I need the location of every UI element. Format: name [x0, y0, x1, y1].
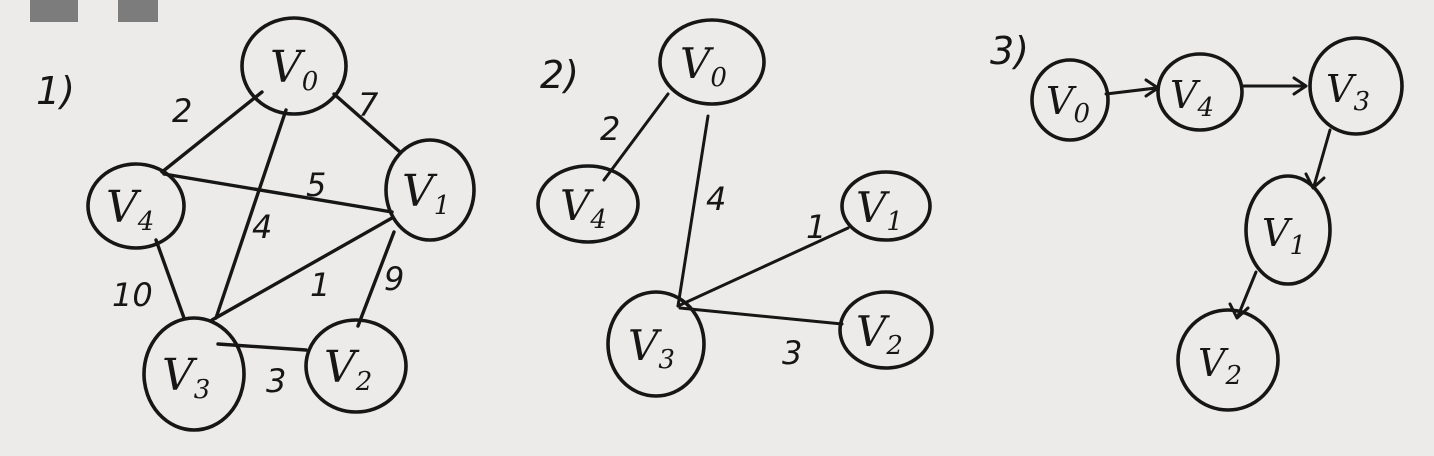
node-v1: V1 — [384, 138, 476, 242]
edge-v3-v1 — [676, 226, 850, 308]
panel-2-number: 2) — [540, 53, 579, 97]
node-v2: V2 — [838, 290, 934, 370]
edge-v0-v4 — [602, 92, 670, 182]
node-label: V2 — [1198, 341, 1242, 391]
edge-v4-v1 — [162, 172, 394, 214]
node-label: V1 — [1262, 211, 1306, 261]
node-label: V4 — [106, 182, 154, 237]
edge-weight: 3 — [266, 362, 286, 400]
panel-3-number: 3) — [990, 29, 1029, 73]
edge-weight: 10 — [112, 276, 153, 314]
node-v1: V1 — [840, 170, 932, 242]
edge-v0-v3 — [214, 108, 288, 320]
edge-weight: 4 — [706, 180, 726, 218]
panel-1-number: 1) — [36, 69, 75, 113]
edge-weight: 2 — [172, 92, 192, 130]
edge-v3-v2 — [216, 342, 308, 352]
edge-v0-v4 — [160, 90, 264, 174]
node-label: V0 — [680, 39, 727, 93]
node-v4: V4 — [536, 164, 640, 244]
edge-weight: 4 — [252, 208, 272, 246]
edge-v3-v1 — [210, 216, 394, 322]
node-label: V1 — [856, 183, 903, 237]
edge-v3-v2 — [678, 306, 844, 326]
node-v2: V2 — [304, 318, 408, 414]
node-v1: V1 — [1244, 174, 1332, 286]
node-label: V2 — [324, 342, 372, 397]
panel-2: 2) 2 4 1 3 V0 V4 V1 V3 V2 — [536, 18, 934, 398]
edge-v0-v3 — [676, 114, 710, 308]
node-v0: V0 — [658, 18, 766, 106]
edge-weight: 7 — [358, 86, 379, 124]
arrow-v4-v3 — [1240, 76, 1308, 96]
edge-weight: 5 — [306, 166, 326, 204]
edge-weight: 2 — [600, 110, 620, 148]
panel-3: 3) V0 V4 V3 — [990, 29, 1404, 412]
node-v3: V3 — [142, 316, 246, 432]
edge-weight: 1 — [310, 266, 330, 304]
node-label: V2 — [856, 307, 903, 361]
node-v2: V2 — [1176, 308, 1280, 412]
node-v0: V0 — [240, 16, 348, 116]
edge-weight: 3 — [782, 334, 802, 372]
node-label: V3 — [1326, 67, 1370, 117]
node-label: V4 — [560, 181, 607, 235]
redacted-block — [118, 0, 158, 22]
redacted-block — [30, 0, 78, 22]
node-label: V4 — [1170, 73, 1214, 123]
node-label: V0 — [1046, 79, 1090, 129]
arrow-v3-v1 — [1304, 128, 1332, 190]
node-label: V3 — [628, 321, 675, 375]
node-v4: V4 — [86, 162, 186, 250]
edge-v1-v2 — [356, 230, 396, 328]
panel-1: 1) 2 7 5 4 1 9 10 3 V0 V1 V2 — [36, 16, 476, 432]
node-label: V1 — [402, 166, 450, 221]
edge-weight: 1 — [806, 208, 826, 246]
edge-v0-v1 — [332, 92, 402, 154]
node-label: V3 — [162, 350, 210, 405]
edge-weight: 9 — [384, 260, 404, 298]
node-v3: V3 — [1308, 36, 1404, 136]
node-v3: V3 — [606, 290, 706, 398]
edge-v4-v3 — [154, 238, 186, 320]
node-label: V0 — [270, 42, 318, 97]
arrow-v0-v4 — [1104, 78, 1160, 98]
node-v0: V0 — [1030, 58, 1110, 142]
node-v4: V4 — [1156, 52, 1244, 132]
